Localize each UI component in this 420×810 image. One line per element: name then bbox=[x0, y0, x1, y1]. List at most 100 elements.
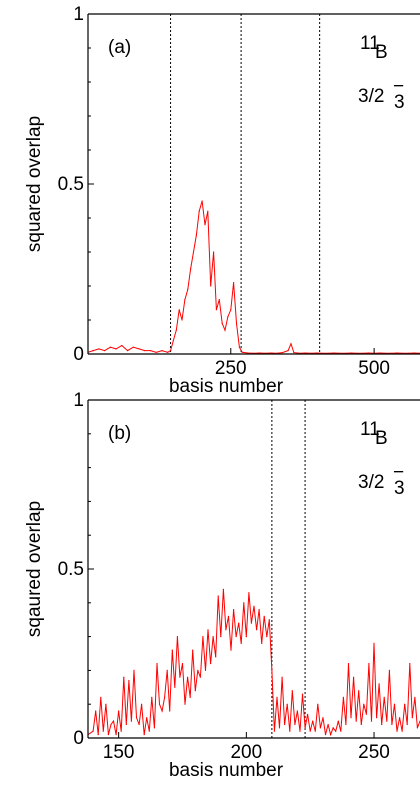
data-point bbox=[301, 693, 304, 695]
data-point bbox=[253, 605, 255, 607]
data-point bbox=[258, 609, 260, 611]
data-point bbox=[230, 309, 232, 311]
x-axis-title: basis number bbox=[169, 760, 284, 781]
data-point bbox=[330, 734, 332, 736]
data-point bbox=[317, 703, 319, 705]
data-point bbox=[289, 730, 291, 732]
data-point bbox=[304, 727, 306, 729]
data-point bbox=[92, 730, 94, 732]
data-point bbox=[215, 656, 217, 658]
data-point bbox=[345, 723, 347, 726]
data-point bbox=[393, 703, 396, 705]
data-point bbox=[153, 727, 155, 729]
data-point bbox=[198, 210, 200, 212]
nucleus-symbol: B bbox=[375, 42, 388, 63]
data-point bbox=[148, 730, 150, 732]
data-point bbox=[213, 251, 215, 253]
data-point bbox=[238, 346, 240, 348]
data-point bbox=[227, 615, 230, 617]
data-point bbox=[176, 636, 178, 638]
data-point bbox=[404, 703, 406, 705]
data-point bbox=[184, 703, 186, 705]
data-point bbox=[368, 663, 370, 665]
data-point bbox=[373, 642, 375, 645]
data-point bbox=[135, 717, 138, 719]
x-tick-label: 200 bbox=[230, 742, 262, 763]
data-point bbox=[304, 352, 306, 354]
data-point bbox=[235, 636, 237, 638]
data-point bbox=[316, 352, 318, 354]
data-point bbox=[181, 319, 183, 321]
data-point bbox=[204, 224, 206, 226]
data-point bbox=[230, 649, 232, 651]
data-point bbox=[218, 299, 220, 301]
data-point bbox=[146, 717, 148, 719]
data-point bbox=[109, 346, 111, 348]
data-point bbox=[383, 696, 385, 699]
data-point bbox=[347, 663, 350, 665]
data-point bbox=[143, 734, 145, 736]
data-point bbox=[335, 730, 337, 732]
data-point bbox=[120, 730, 122, 732]
data-point bbox=[263, 615, 265, 617]
data-point bbox=[291, 690, 293, 692]
data-point bbox=[281, 352, 283, 354]
data-point bbox=[161, 710, 163, 712]
data-point bbox=[194, 690, 196, 692]
data-point bbox=[286, 703, 288, 705]
panel-label: (b) bbox=[108, 423, 131, 444]
data-point bbox=[333, 352, 335, 354]
data-point bbox=[235, 322, 238, 324]
data-point bbox=[158, 703, 161, 705]
data-point bbox=[273, 730, 275, 732]
data-point bbox=[294, 723, 296, 726]
data-point bbox=[413, 352, 415, 354]
data-point bbox=[411, 717, 413, 719]
data-point bbox=[133, 669, 135, 672]
state-parity: − bbox=[393, 76, 404, 97]
data-point bbox=[199, 676, 201, 678]
panel-b: 0 0.5 1 150 200 250 basis number sqaured overla… bbox=[24, 390, 420, 781]
data-point bbox=[221, 322, 223, 324]
nucleus-symbol: B bbox=[375, 428, 388, 449]
y-tick-label: 0.5 bbox=[58, 174, 84, 195]
y-axis-title: sqaured overlap bbox=[24, 501, 45, 637]
data-point bbox=[340, 730, 342, 732]
data-point bbox=[127, 350, 129, 352]
data-point bbox=[215, 309, 217, 311]
data-point bbox=[197, 669, 199, 672]
data-point bbox=[187, 288, 189, 290]
data-point bbox=[287, 350, 289, 352]
data-point bbox=[156, 663, 158, 665]
data-point bbox=[240, 642, 242, 645]
data-point bbox=[406, 723, 408, 726]
data-point bbox=[132, 346, 134, 348]
data-point bbox=[379, 352, 381, 354]
data-point bbox=[270, 352, 272, 354]
x-tick-label: 150 bbox=[103, 742, 135, 763]
data-point bbox=[227, 316, 229, 318]
data-point bbox=[233, 282, 235, 284]
data-point bbox=[360, 723, 362, 726]
data-point bbox=[207, 210, 209, 212]
data-point bbox=[322, 717, 324, 719]
data-point bbox=[105, 703, 107, 705]
data-point bbox=[353, 676, 355, 678]
data-point bbox=[107, 734, 109, 736]
x-tick-label: 250 bbox=[215, 358, 247, 379]
series-line bbox=[88, 200, 420, 354]
data-point bbox=[350, 717, 352, 719]
data-point bbox=[396, 730, 398, 732]
data-point bbox=[95, 710, 97, 712]
data-point bbox=[115, 734, 117, 736]
data-point bbox=[409, 663, 411, 665]
data-point bbox=[115, 348, 117, 350]
nucleus-mass: 11 bbox=[360, 419, 380, 440]
data-point bbox=[396, 352, 398, 354]
y-tick-label: 1 bbox=[73, 4, 84, 25]
data-point bbox=[175, 329, 177, 331]
data-point bbox=[365, 713, 367, 715]
data-point bbox=[248, 592, 250, 594]
data-point bbox=[414, 696, 416, 699]
